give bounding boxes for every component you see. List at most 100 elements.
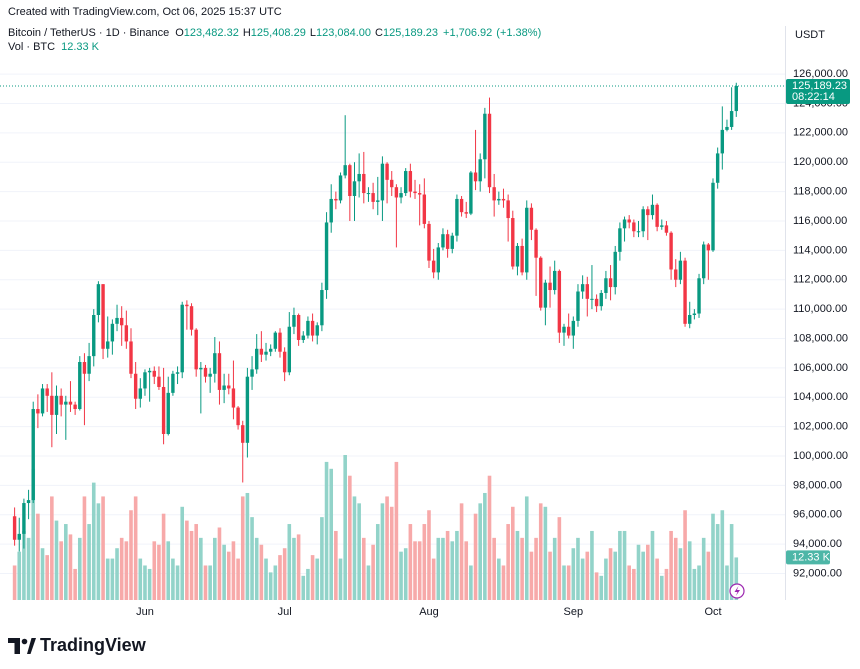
candle-body bbox=[231, 388, 236, 408]
candle-body bbox=[115, 317, 119, 324]
candle-body bbox=[394, 187, 399, 198]
volume-bar bbox=[436, 537, 441, 600]
candle-body bbox=[106, 341, 110, 349]
volume-bar bbox=[548, 551, 552, 600]
y-tick-label: 102,000.00 bbox=[793, 421, 848, 433]
replay-icon[interactable] bbox=[729, 583, 745, 599]
volume-bar bbox=[278, 555, 282, 600]
price-pane bbox=[12, 82, 738, 552]
volume-bar bbox=[73, 568, 77, 600]
candle-body bbox=[217, 353, 222, 390]
candle-body bbox=[715, 153, 720, 183]
volume-bar bbox=[441, 537, 445, 600]
candle-body bbox=[376, 200, 380, 202]
candle-body bbox=[571, 320, 576, 336]
volume-bar bbox=[403, 548, 408, 600]
candle-body bbox=[352, 181, 357, 197]
candle-body bbox=[501, 198, 506, 201]
candle-body bbox=[268, 348, 273, 352]
candle-body bbox=[199, 367, 203, 370]
candle-body bbox=[566, 326, 571, 336]
y-tick-label: 104,000.00 bbox=[793, 391, 848, 403]
volume-bar bbox=[161, 513, 166, 600]
volume-bar bbox=[715, 524, 720, 600]
countdown-label: 08:22:14 bbox=[792, 91, 835, 103]
candle-body bbox=[483, 113, 487, 160]
candle-body bbox=[450, 235, 454, 249]
candle-body bbox=[31, 409, 35, 501]
volume-bar bbox=[729, 524, 734, 600]
candle-body bbox=[50, 395, 54, 415]
volume-bar bbox=[427, 510, 431, 600]
volume-bar bbox=[348, 475, 352, 600]
candle-body bbox=[255, 348, 259, 370]
candle-body bbox=[152, 370, 156, 377]
candle-body bbox=[324, 222, 329, 291]
candle-body bbox=[282, 351, 287, 373]
volume-bar bbox=[147, 568, 152, 600]
candle-body bbox=[608, 278, 613, 288]
volume-bar bbox=[77, 537, 82, 600]
candle-body bbox=[413, 191, 417, 194]
volume-bar bbox=[157, 544, 161, 600]
y-tick-label: 100,000.00 bbox=[793, 450, 848, 462]
volume-bar bbox=[226, 551, 231, 600]
candle-body bbox=[315, 325, 319, 336]
x-tick-label: Jul bbox=[278, 606, 292, 618]
overlay: 92,000.00 94,000.00 96,000.00 98,000.00 100,… bbox=[0, 27, 850, 618]
volume-bar bbox=[12, 565, 17, 600]
candle-body bbox=[455, 198, 459, 236]
volume-bar bbox=[576, 537, 580, 600]
volume-bar bbox=[264, 558, 268, 600]
volume-badge bbox=[786, 550, 830, 565]
candle-body bbox=[296, 315, 301, 340]
volume-bar bbox=[343, 455, 347, 600]
candle-body bbox=[464, 212, 468, 214]
volume-bar bbox=[329, 468, 334, 600]
volume-bar bbox=[357, 503, 361, 600]
volume-bar bbox=[110, 558, 115, 600]
candle-body bbox=[45, 388, 49, 396]
candle-body bbox=[320, 290, 324, 326]
volume-bar bbox=[529, 551, 534, 600]
volume-bar bbox=[659, 575, 664, 600]
candle-body bbox=[194, 329, 198, 370]
footer-logo[interactable]: TradingView bbox=[8, 635, 147, 655]
volume-bar bbox=[669, 530, 673, 600]
candle-body bbox=[711, 182, 715, 251]
candle-body bbox=[445, 234, 450, 249]
candle-body bbox=[143, 372, 147, 389]
candle-body bbox=[208, 373, 212, 377]
legend-volume-value: 12.33 K bbox=[61, 41, 100, 53]
volume-bar bbox=[445, 530, 450, 600]
candle-body bbox=[129, 341, 133, 374]
volume-bar bbox=[231, 541, 236, 600]
volume-bar bbox=[96, 503, 101, 600]
volume-bar bbox=[515, 530, 520, 600]
candle-body bbox=[729, 111, 734, 127]
candle-body bbox=[627, 219, 631, 223]
legend-change: +1,706.92 bbox=[443, 27, 492, 39]
candle-body bbox=[301, 335, 305, 340]
candle-body bbox=[539, 257, 543, 308]
volume-bar bbox=[362, 537, 366, 600]
candle-body bbox=[68, 401, 73, 405]
volume-bar bbox=[459, 503, 464, 600]
legend-value: 123,482.32 bbox=[184, 27, 239, 39]
volume-bar bbox=[185, 520, 189, 600]
x-tick-label: Oct bbox=[704, 606, 721, 618]
volume-bar bbox=[36, 513, 40, 600]
volume-bar bbox=[152, 541, 157, 600]
volume-bar bbox=[711, 513, 715, 600]
volume-pane bbox=[12, 455, 739, 600]
volume-bar bbox=[706, 551, 711, 600]
legend-prefix: H bbox=[243, 27, 251, 39]
logo-mark-t bbox=[8, 638, 20, 654]
volume-bar bbox=[91, 482, 96, 600]
volume-bar bbox=[203, 565, 208, 600]
volume-bar bbox=[105, 558, 110, 600]
candle-body bbox=[688, 315, 692, 324]
candle-body bbox=[618, 228, 622, 252]
volume-bar bbox=[338, 558, 343, 600]
candle-body bbox=[669, 232, 673, 270]
